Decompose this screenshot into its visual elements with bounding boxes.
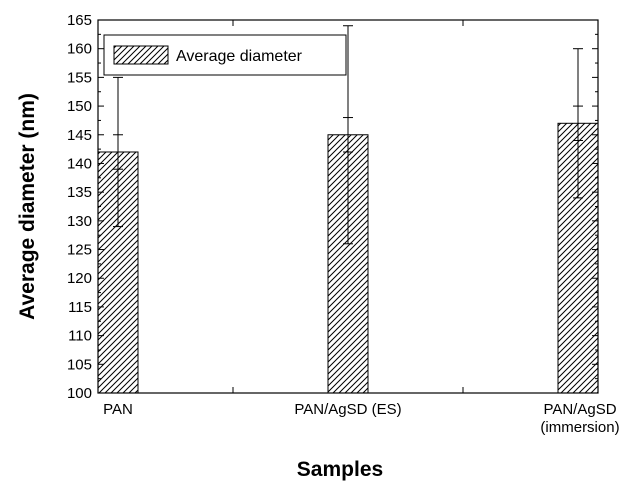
y-tick-label: 130 [67,213,92,230]
error-bars-group [113,25,583,245]
y-tick-label: 100 [67,385,92,402]
y-tick-label: 135 [67,184,92,201]
y-tick-label: 120 [67,270,92,287]
x-axis: PAN PAN/AgSD (ES) PAN/AgSD(immersion) [103,20,620,436]
legend: Average diameter [103,34,347,76]
y-tick-label: 125 [67,242,92,259]
legend-swatch [113,45,169,65]
y-tick-label: 145 [67,127,92,144]
y-tick-label: 140 [67,155,92,172]
x-tick-label: PAN [103,401,133,418]
y-tick-label: 115 [68,299,92,316]
y-tick-label: 150 [67,98,92,115]
x-axis-title: Samples [297,458,383,481]
y-axis-title: Average diameter (nm) [16,93,39,320]
y-tick-label: 105 [67,356,92,373]
x-tick-label: (immersion) [540,419,619,436]
y-axis: 100 105 110 115 120 125 130 135 140 145 150 155 160 1… [67,12,598,402]
legend-label: Average diameter [176,48,303,65]
y-tick-label: 160 [67,41,92,58]
x-tick-label: PAN/AgSD (ES) [294,401,401,418]
y-tick-label: 155 [67,69,92,86]
x-tick-label: PAN/AgSD [543,401,616,418]
y-tick-label: 110 [68,328,92,345]
y-tick-label: 165 [67,12,92,29]
